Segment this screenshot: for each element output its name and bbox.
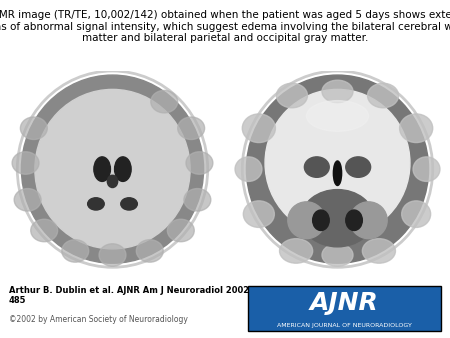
Ellipse shape (350, 202, 387, 239)
Ellipse shape (35, 89, 190, 249)
Ellipse shape (306, 101, 369, 131)
Ellipse shape (400, 114, 433, 143)
Ellipse shape (346, 210, 362, 231)
Ellipse shape (22, 75, 203, 263)
Ellipse shape (313, 210, 329, 231)
Ellipse shape (167, 219, 194, 242)
Ellipse shape (184, 189, 211, 211)
Ellipse shape (322, 244, 353, 266)
Text: AJNR: AJNR (310, 291, 378, 315)
Text: 1: 1 (22, 250, 30, 263)
Text: Arthur B. Dublin et al. AJNR Am J Neuroradiol 2002;23:484-
485: Arthur B. Dublin et al. AJNR Am J Neuror… (9, 286, 288, 305)
Ellipse shape (368, 83, 399, 108)
Text: AMERICAN JOURNAL OF NEURORADIOLOGY: AMERICAN JOURNAL OF NEURORADIOLOGY (277, 323, 412, 328)
Ellipse shape (413, 157, 440, 182)
Ellipse shape (12, 152, 39, 174)
Ellipse shape (247, 75, 428, 263)
Ellipse shape (88, 198, 104, 210)
Ellipse shape (136, 240, 163, 262)
Ellipse shape (322, 80, 353, 103)
Ellipse shape (304, 157, 329, 177)
Ellipse shape (115, 157, 131, 182)
Ellipse shape (279, 239, 313, 263)
Text: 2: 2 (247, 250, 255, 263)
Ellipse shape (108, 175, 118, 188)
Ellipse shape (62, 240, 89, 262)
Ellipse shape (288, 202, 325, 239)
FancyBboxPatch shape (248, 286, 441, 331)
Ellipse shape (243, 201, 274, 227)
Ellipse shape (265, 89, 410, 237)
Ellipse shape (242, 114, 275, 143)
Ellipse shape (20, 117, 47, 140)
Ellipse shape (186, 152, 213, 174)
Ellipse shape (276, 83, 307, 108)
Ellipse shape (31, 219, 58, 242)
Ellipse shape (346, 157, 371, 177)
Ellipse shape (94, 157, 110, 182)
Ellipse shape (99, 244, 126, 266)
Ellipse shape (121, 198, 137, 210)
Ellipse shape (333, 161, 342, 186)
Ellipse shape (402, 201, 431, 227)
Ellipse shape (14, 189, 41, 211)
Text: ©2002 by American Society of Neuroradiology: ©2002 by American Society of Neuroradiol… (9, 315, 188, 324)
Ellipse shape (302, 190, 373, 247)
Ellipse shape (178, 117, 205, 140)
Ellipse shape (235, 157, 262, 182)
Ellipse shape (151, 90, 178, 113)
Text: Axial MR image (TR/TE, 10,002/142) obtained when the patient was aged 5 days sho: Axial MR image (TR/TE, 10,002/142) obtai… (0, 10, 450, 43)
Ellipse shape (362, 239, 396, 263)
